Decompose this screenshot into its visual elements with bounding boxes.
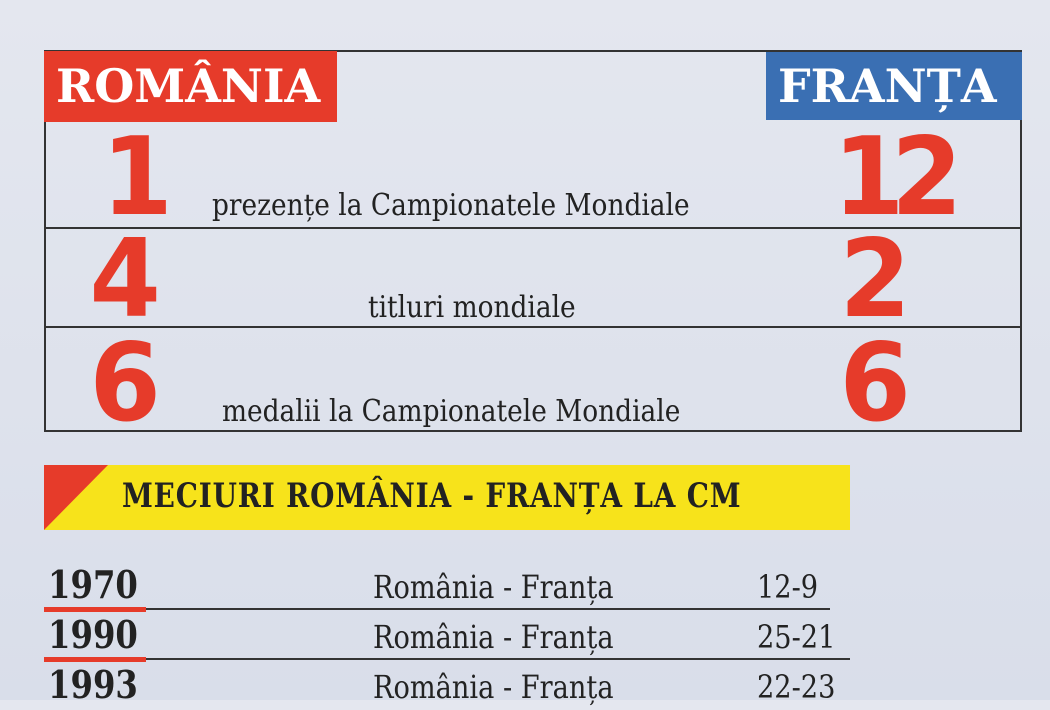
row-underline	[44, 658, 850, 660]
match-teams: România - Franța	[373, 668, 614, 706]
franta-stat-2: 2	[839, 217, 911, 342]
stat-label-3: medalii la Campionatele Mondiale	[222, 394, 681, 429]
divider	[44, 326, 1022, 328]
match-teams: România - Franța	[373, 568, 614, 606]
matches-banner	[44, 465, 850, 530]
match-year: 1993	[48, 662, 138, 707]
match-score: 22-23	[757, 668, 836, 706]
year-underline	[44, 607, 146, 612]
stat-label-1: prezențe la Campionatele Mondiale	[212, 188, 690, 223]
romania-header: ROMÂNIA	[44, 51, 337, 122]
romania-stat-3: 6	[89, 321, 161, 446]
matches-title: MECIURI ROMÂNIA - FRANȚA LA CM	[122, 476, 742, 516]
match-year: 1970	[48, 562, 138, 607]
match-score: 12-9	[757, 568, 819, 606]
match-score: 25-21	[757, 618, 836, 656]
romania-stat-2: 4	[89, 217, 161, 342]
franta-stat-3: 6	[839, 321, 911, 446]
divider	[44, 227, 1022, 229]
match-row: 1970 România - Franța 12-9	[44, 562, 850, 612]
match-year: 1990	[48, 612, 138, 657]
stat-label-2: titluri mondiale	[368, 290, 576, 325]
match-row: 1990 România - Franța 25-21	[44, 612, 850, 662]
match-teams: România - Franța	[373, 618, 614, 656]
romania-stat-1: 1	[101, 115, 173, 240]
row-underline	[44, 608, 830, 610]
year-underline	[44, 657, 146, 662]
franta-stat-1: 12	[833, 115, 963, 240]
franta-header: FRANȚA	[766, 52, 1022, 120]
match-row: 1993 România - Franța 22-23	[44, 662, 850, 710]
comparison-box	[44, 50, 1022, 432]
